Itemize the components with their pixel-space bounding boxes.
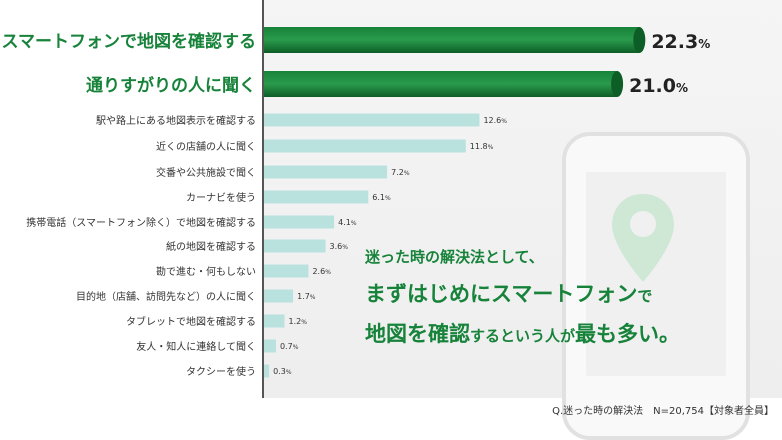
data-label: 0.3%: [273, 367, 292, 376]
category-label: カーナビを使う: [186, 191, 256, 204]
bar: [264, 314, 285, 328]
category-label: 目的地（店舗、訪問先など）の人に聞く: [76, 290, 256, 303]
map-pin-icon: [612, 194, 674, 282]
data-label: 22.3%: [651, 31, 710, 53]
bar: [264, 113, 480, 127]
data-label: 1.7%: [297, 292, 316, 301]
bar: [264, 239, 326, 253]
bar: [264, 264, 309, 278]
category-label: タブレットで地図を確認する: [126, 315, 256, 328]
data-label: 0.7%: [280, 342, 299, 351]
bar-end-cap: [633, 27, 646, 53]
category-label: 友人・知人に連絡して聞く: [136, 340, 256, 353]
data-label: 1.2%: [289, 317, 308, 326]
data-label: 4.1%: [338, 218, 357, 227]
bar: [264, 139, 466, 153]
category-label: スマートフォンで地図を確認する: [2, 31, 257, 52]
category-label: 携帯電話（スマートフォン除く）で地図を確認する: [26, 216, 256, 229]
data-label: 7.2%: [391, 168, 410, 177]
data-label: 11.8%: [470, 142, 494, 151]
data-label: 3.6%: [330, 242, 349, 251]
data-label: 12.6%: [483, 116, 507, 125]
summary-line-1: 迷った時の解決法として、: [365, 248, 544, 266]
bar: [264, 165, 388, 179]
bar: [264, 289, 294, 303]
category-label: 紙の地図を確認する: [166, 240, 256, 253]
survey-footnote: Q.迷った時の解決法 N=20,754【対象者全員】: [552, 406, 774, 417]
bar: [264, 71, 618, 97]
category-label: 交番や公共施設で聞く: [156, 166, 256, 179]
category-label: 勘で進む・何もしない: [156, 265, 256, 278]
chart-axis: [262, 0, 264, 398]
category-label: タクシーを使う: [186, 365, 256, 378]
bar: [264, 215, 335, 229]
bar: [264, 339, 276, 353]
data-label: 2.6%: [312, 267, 331, 276]
bar: [264, 190, 369, 204]
summary-message: 迷った時の解決法として、 まずはじめにスマートフォンで 地図を確認するという人が…: [365, 246, 680, 348]
bar: [264, 364, 270, 378]
summary-line-3: 地図を確認するという人が最も多い。: [365, 322, 681, 346]
category-label: 通りすがりの人に聞く: [86, 75, 256, 96]
category-label: 駅や路上にある地図表示を確認する: [96, 114, 256, 127]
bar-chart: スマートフォンで地図を確認する 22.3% 通りすがりの人に聞く 21.0% 駅や路上に…: [2, 27, 710, 378]
bar: [264, 27, 640, 53]
data-label: 6.1%: [372, 193, 391, 202]
data-label: 21.0%: [629, 75, 688, 97]
category-label: 近くの店舗の人に聞く: [156, 140, 256, 153]
summary-line-2: まずはじめにスマートフォンで: [365, 282, 653, 306]
bar-end-cap: [611, 71, 624, 97]
